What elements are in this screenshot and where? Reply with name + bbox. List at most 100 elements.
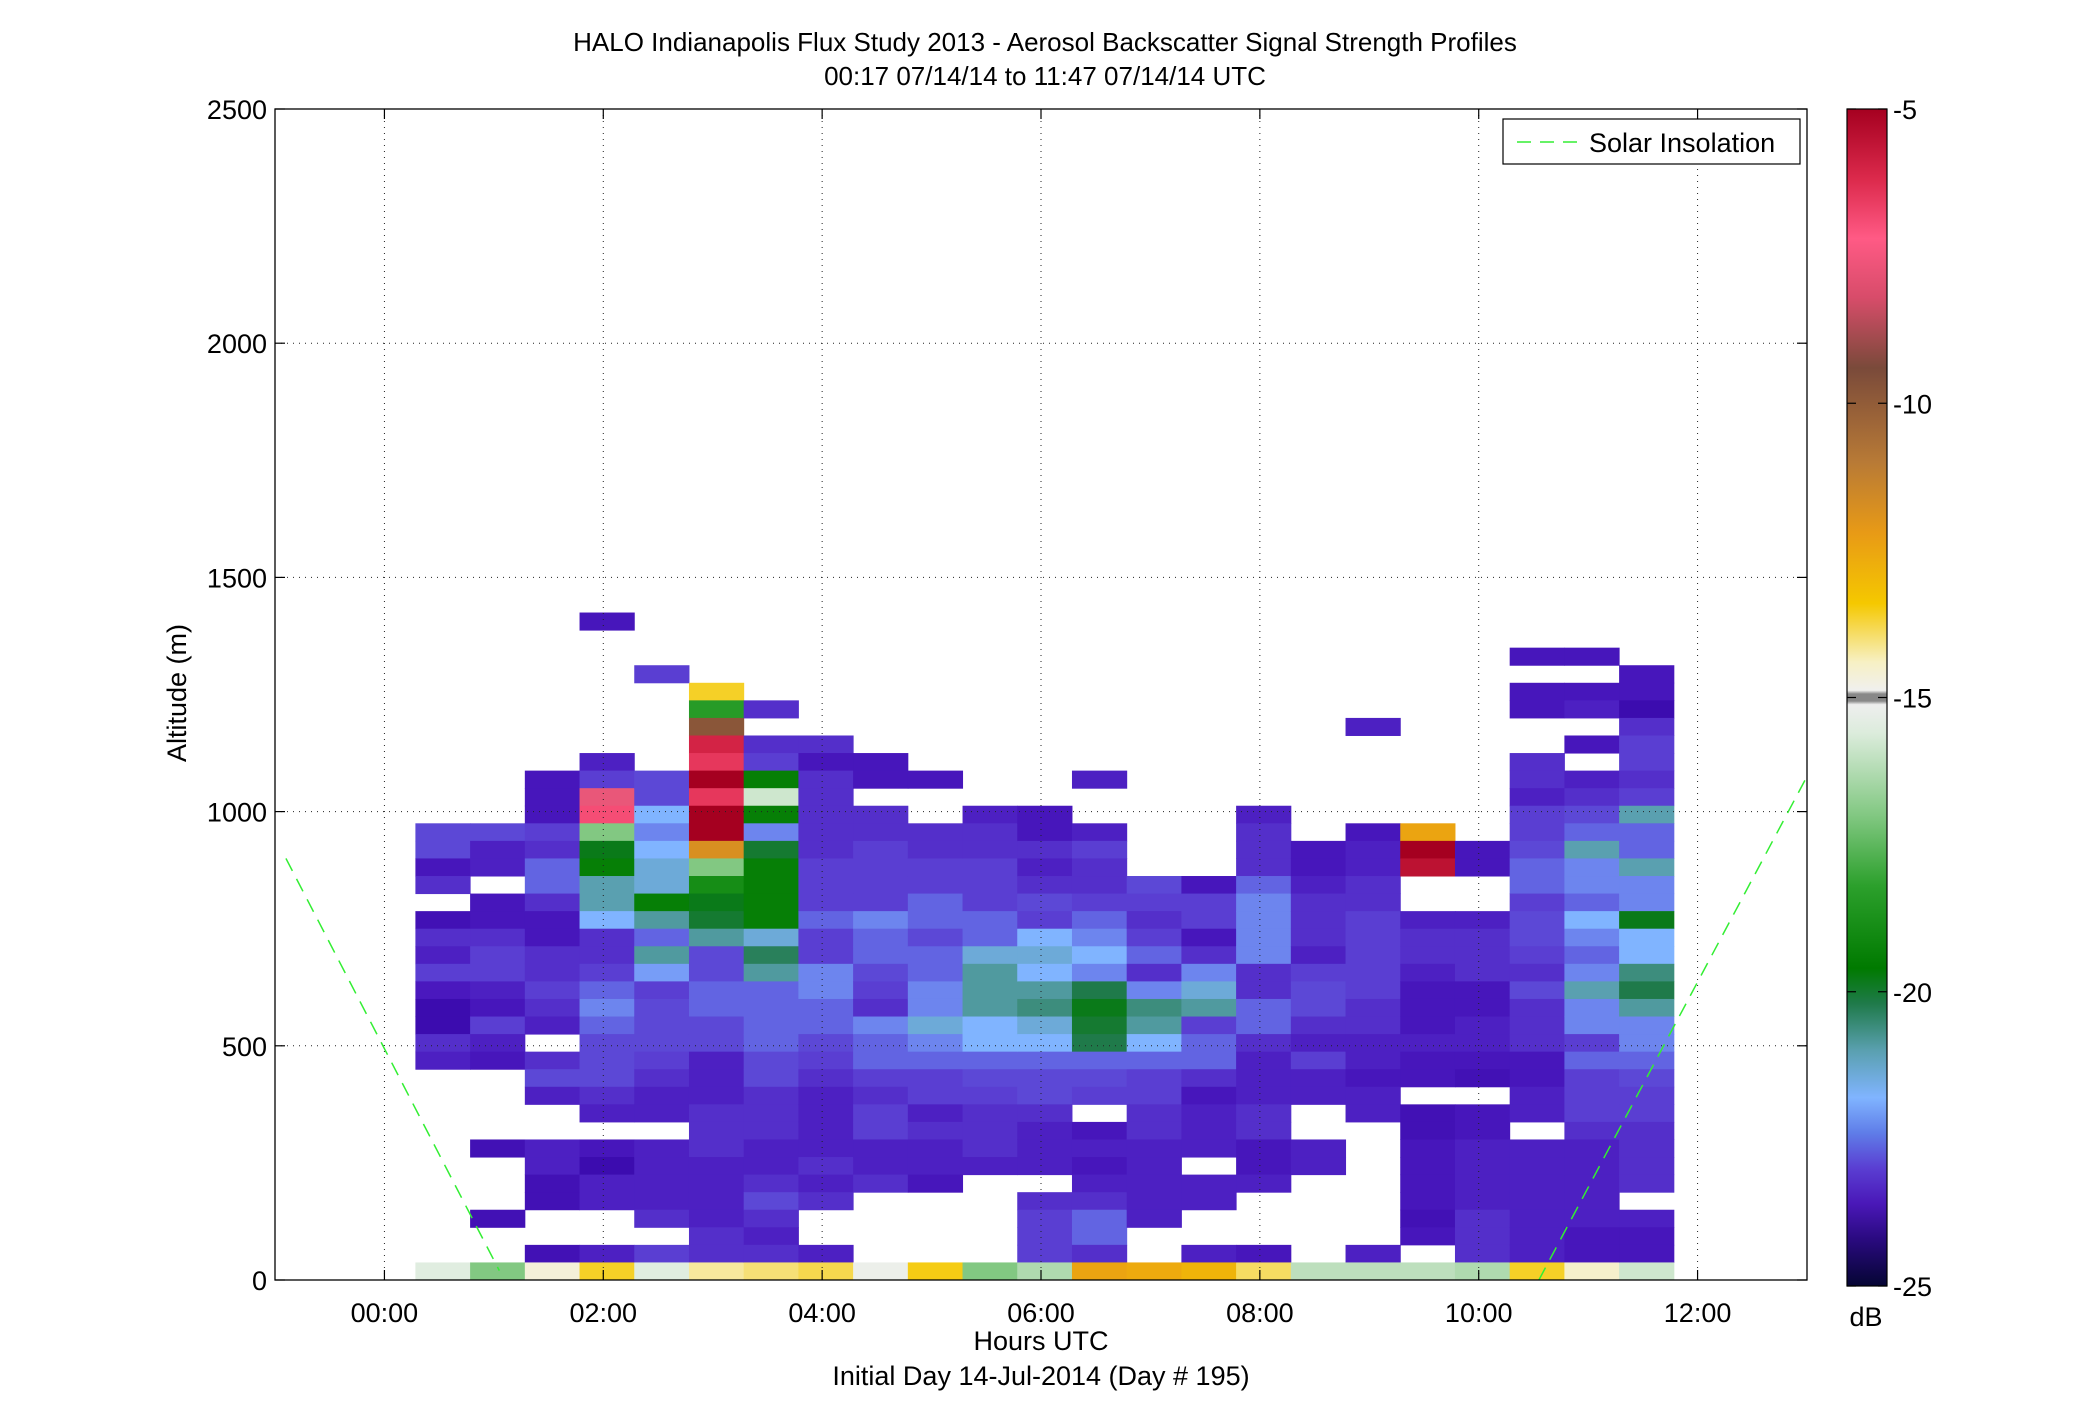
heatmap-cell [688, 946, 745, 965]
heatmap-cell [415, 928, 471, 947]
heatmap-cell [688, 753, 745, 772]
heatmap-cell [1509, 1227, 1565, 1246]
heatmap-cell [1509, 840, 1565, 859]
heatmap-cell [1071, 823, 1128, 842]
heatmap-cell [743, 1051, 799, 1070]
heatmap-cell [962, 963, 1018, 982]
solar-insolation-line-left [285, 858, 500, 1271]
heatmap-cell [1071, 1051, 1128, 1070]
solar-insolation-line-right [1538, 776, 1807, 1280]
heatmap-cell [579, 788, 635, 807]
heatmap-cell [579, 770, 635, 789]
heatmap-cell [1509, 823, 1565, 842]
y-tick-label: 500 [222, 1032, 267, 1062]
heatmap-cell [743, 700, 799, 719]
heatmap-cell [524, 981, 581, 1000]
heatmap-cell [743, 805, 799, 824]
heatmap-cell [579, 1244, 635, 1263]
heatmap-cell [1126, 1139, 1182, 1158]
heatmap-cell [1181, 998, 1237, 1018]
heatmap-cell [1454, 1192, 1511, 1211]
heatmap-cell [1236, 1034, 1292, 1053]
heatmap-cell [1509, 1139, 1565, 1158]
heatmap-cell [1509, 928, 1565, 947]
heatmap-cell [415, 840, 471, 859]
heatmap-cell [1400, 1051, 1456, 1070]
heatmap-cell [1564, 823, 1620, 842]
heatmap-cell [524, 858, 581, 877]
heatmap-cell [853, 911, 909, 930]
legend-label: Solar Insolation [1589, 128, 1775, 158]
heatmap-cell [1400, 946, 1456, 965]
heatmap-cell [470, 928, 526, 947]
heatmap-cell [853, 1051, 909, 1070]
heatmap-cell [1345, 1069, 1401, 1088]
heatmap-cell [579, 1069, 635, 1088]
heatmap-cell [1400, 1227, 1456, 1246]
heatmap-cell [743, 1069, 799, 1088]
heatmap-cell [524, 770, 581, 789]
heatmap-cell [579, 612, 635, 631]
heatmap-cell [1181, 1244, 1237, 1263]
heatmap-cell [634, 1262, 690, 1281]
heatmap-cell [1345, 928, 1401, 947]
heatmap-cell [688, 1104, 745, 1123]
heatmap-cell [634, 770, 690, 789]
heatmap-cell [798, 858, 854, 877]
heatmap-cell [1400, 1174, 1456, 1193]
heatmap-cell [743, 823, 799, 842]
heatmap-cell [1619, 893, 1675, 912]
heatmap-cell [1564, 981, 1620, 1000]
heatmap-cell [1454, 1244, 1511, 1263]
heatmap-cell [962, 858, 1018, 877]
heatmap-cell [798, 1139, 854, 1158]
heatmap-cell [1454, 858, 1511, 877]
heatmap-cell [579, 981, 635, 1000]
heatmap-cell [1181, 981, 1237, 1000]
heatmap-cell [524, 998, 581, 1018]
heatmap-cell [1290, 1086, 1347, 1105]
heatmap-cell [1290, 1034, 1347, 1053]
heatmap-cell [743, 1174, 799, 1193]
heatmap-cell [1071, 1262, 1128, 1281]
heatmap-cell [1126, 1209, 1182, 1228]
heatmap-cell [1564, 911, 1620, 930]
heatmap-cell [798, 1051, 854, 1070]
heatmap-cell [1290, 1157, 1347, 1176]
heatmap-cell [853, 1139, 909, 1158]
heatmap-cell [579, 1104, 635, 1123]
heatmap-cell [470, 911, 526, 930]
heatmap-cell [1290, 981, 1347, 1000]
heatmap-cell [1345, 1262, 1401, 1281]
heatmap-cell [1345, 998, 1401, 1018]
heatmap-cell [1181, 1069, 1237, 1088]
heatmap-cell [1619, 1227, 1675, 1246]
heatmap-cell [579, 893, 635, 912]
heatmap-cell [524, 1244, 581, 1263]
heatmap-cell [688, 805, 745, 824]
heatmap-cell [907, 876, 964, 895]
heatmap-cell [1400, 1069, 1456, 1088]
heatmap-cell [1345, 823, 1401, 842]
heatmap-cell [962, 1086, 1018, 1105]
heatmap-cell [962, 1069, 1018, 1088]
heatmap-cell [688, 928, 745, 947]
heatmap-cell [743, 946, 799, 965]
heatmap-cell [1236, 1157, 1292, 1176]
heatmap-cell [962, 1157, 1018, 1176]
heatmap-cell [962, 1139, 1018, 1158]
heatmap-cell [1400, 1209, 1456, 1228]
heatmap-cell [688, 1192, 745, 1211]
heatmap-cell [1236, 858, 1292, 877]
heatmap-cell [1017, 1209, 1073, 1228]
axis-ticks: 00:00 02:00 04:00 06:00 08:00 10:00 12:00 0 500 1… [207, 95, 1807, 1328]
heatmap-cell [1071, 1244, 1128, 1263]
heatmap-cell [1071, 1121, 1128, 1140]
heatmap-cell [1126, 1069, 1182, 1088]
heatmap-cell [1564, 840, 1620, 859]
heatmap-cell [1071, 998, 1128, 1018]
heatmap-cell [524, 893, 581, 912]
heatmap-cell [524, 840, 581, 859]
heatmap-cell [1454, 1034, 1511, 1053]
heatmap-cell [1071, 770, 1128, 789]
